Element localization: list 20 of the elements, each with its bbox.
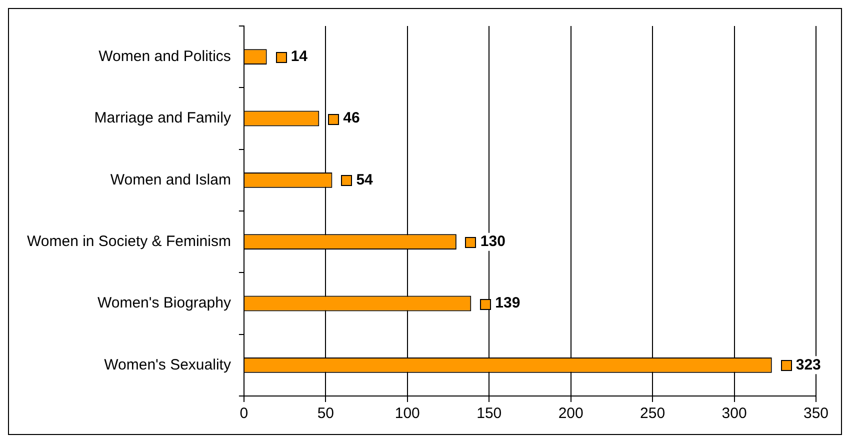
y-tick-label: Women's Sexuality <box>104 356 232 374</box>
y-tick-label: Women's Biography <box>97 294 232 312</box>
data-label: 130 <box>480 232 506 250</box>
y-tick-label: Marriage and Family <box>94 110 232 127</box>
x-tick-label: 0 <box>240 405 248 422</box>
data-label: 14 <box>290 48 308 65</box>
data-label: 46 <box>343 110 360 127</box>
x-tick-label: 350 <box>803 405 829 422</box>
y-tick-label: Women in Society & Feminism <box>26 232 231 250</box>
x-tick-label: 150 <box>476 405 502 422</box>
data-label: 54 <box>356 171 374 188</box>
y-tick-label: Women and Islam <box>110 171 231 188</box>
x-tick-label: 200 <box>558 405 584 422</box>
data-label: 323 <box>796 356 821 374</box>
y-tick-label: Women and Politics <box>98 48 231 65</box>
x-tick-label: 100 <box>394 405 420 422</box>
x-tick-label: 50 <box>317 405 334 422</box>
x-tick-label: 300 <box>722 405 747 422</box>
x-tick-label: 250 <box>640 405 666 422</box>
data-label: 139 <box>495 294 520 312</box>
